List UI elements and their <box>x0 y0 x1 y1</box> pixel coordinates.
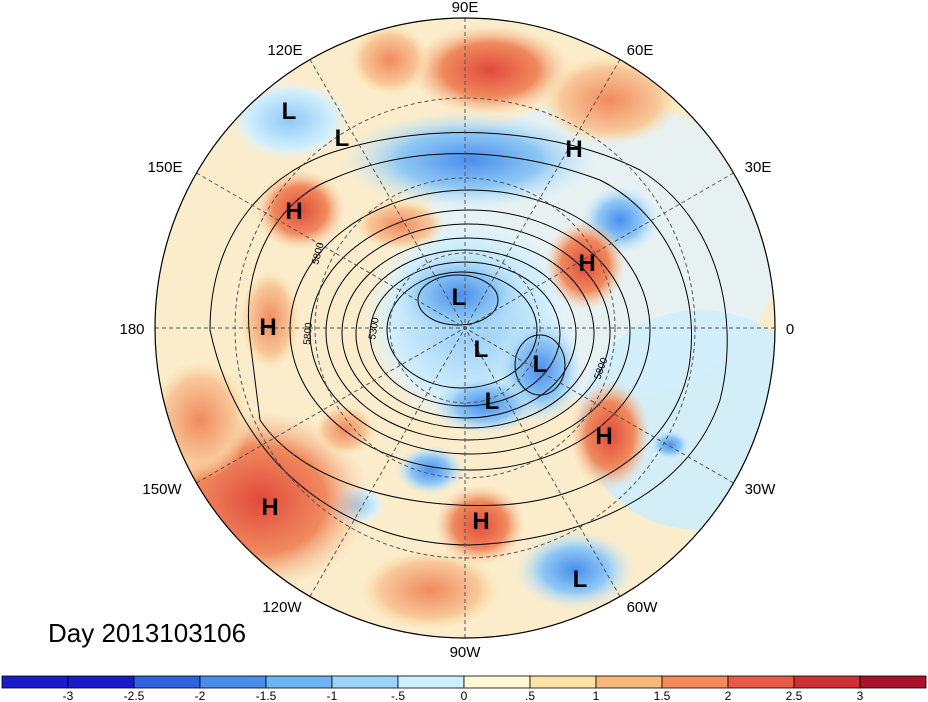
colorbar-swatch <box>793 675 861 689</box>
colorbar-tick-label: -2.5 <box>124 689 145 702</box>
colorbar-tick-label: 1 <box>593 689 600 702</box>
lon-label: 120E <box>267 42 302 59</box>
colorbar-tick-label: .5 <box>525 689 535 702</box>
colorbar-swatch <box>529 675 597 689</box>
pressure-center-label: L <box>282 98 297 125</box>
colorbar-swatch <box>595 675 663 689</box>
lon-label: 150E <box>147 159 182 176</box>
colorbar-tick-label: -3 <box>63 689 74 702</box>
pressure-center-label: H <box>259 314 276 341</box>
colorbar-swatch <box>133 675 201 689</box>
longitude-labels: 90E 60E 30E 0 30W 60W 90W 120W 150W 180 … <box>119 0 794 661</box>
anomaly-field <box>155 18 775 638</box>
colorbar-swatch <box>397 675 465 689</box>
colorbar-tick-label: 1.5 <box>654 689 671 702</box>
lon-label: 30E <box>745 159 772 176</box>
lon-label: 60E <box>627 42 654 59</box>
colorbar-tick-label: -.5 <box>391 689 405 702</box>
contour-label: 5300 <box>367 316 382 340</box>
lon-label: 0 <box>786 321 794 338</box>
colorbar-swatch <box>331 675 399 689</box>
pressure-center-label: L <box>573 566 588 593</box>
lon-label: 90W <box>450 644 482 661</box>
colorbar-tick-label: -2 <box>195 689 206 702</box>
colorbar-tick-label: -1.5 <box>256 689 277 702</box>
colorbar-tick-label: 2 <box>725 689 732 702</box>
colorbar-swatch <box>67 675 135 689</box>
pressure-center-label: L <box>485 388 500 415</box>
lon-label: 90E <box>452 0 479 16</box>
colorbar-tick-label: 3 <box>857 689 864 702</box>
pressure-center-label: L <box>474 336 489 363</box>
pressure-center-label: L <box>533 351 548 378</box>
colorbar-tick-label: 2.5 <box>786 689 803 702</box>
lon-label: 30W <box>745 481 777 498</box>
contour-label: 5800 <box>302 322 315 346</box>
pressure-centers: L L H H H H L L L L H H H L <box>259 98 612 593</box>
colorbar-swatch <box>463 675 531 689</box>
pressure-center-label: H <box>472 508 489 535</box>
graticule <box>155 18 775 638</box>
lon-label: 150W <box>142 481 182 498</box>
colorbar-swatch <box>265 675 333 689</box>
colorbar-swatch <box>859 675 927 689</box>
colorbar: -3 -2.5 -2 -1.5 -1 -.5 0 .5 1 1.5 2 2.5 3 <box>1 675 927 702</box>
colorbar-tick-label: -1 <box>327 689 338 702</box>
colorbar-tick-label: 0 <box>461 689 468 702</box>
colorbar-swatch <box>1 675 69 689</box>
pressure-center-label: H <box>578 250 595 277</box>
colorbar-swatch <box>727 675 795 689</box>
map-title: Day 2013103106 <box>48 618 247 648</box>
map-boundary <box>154 17 776 639</box>
colorbar-swatch <box>661 675 729 689</box>
colorbar-swatch <box>199 675 267 689</box>
lon-label: 180 <box>119 321 144 338</box>
lon-label: 60W <box>627 599 659 616</box>
pressure-center-label: L <box>452 284 467 311</box>
pressure-center-label: L <box>335 125 350 152</box>
pressure-center-label: H <box>285 198 302 225</box>
pressure-center-label: H <box>261 494 278 521</box>
lon-label: 120W <box>262 599 302 616</box>
pressure-center-label: H <box>565 136 582 163</box>
pressure-center-label: H <box>595 423 612 450</box>
